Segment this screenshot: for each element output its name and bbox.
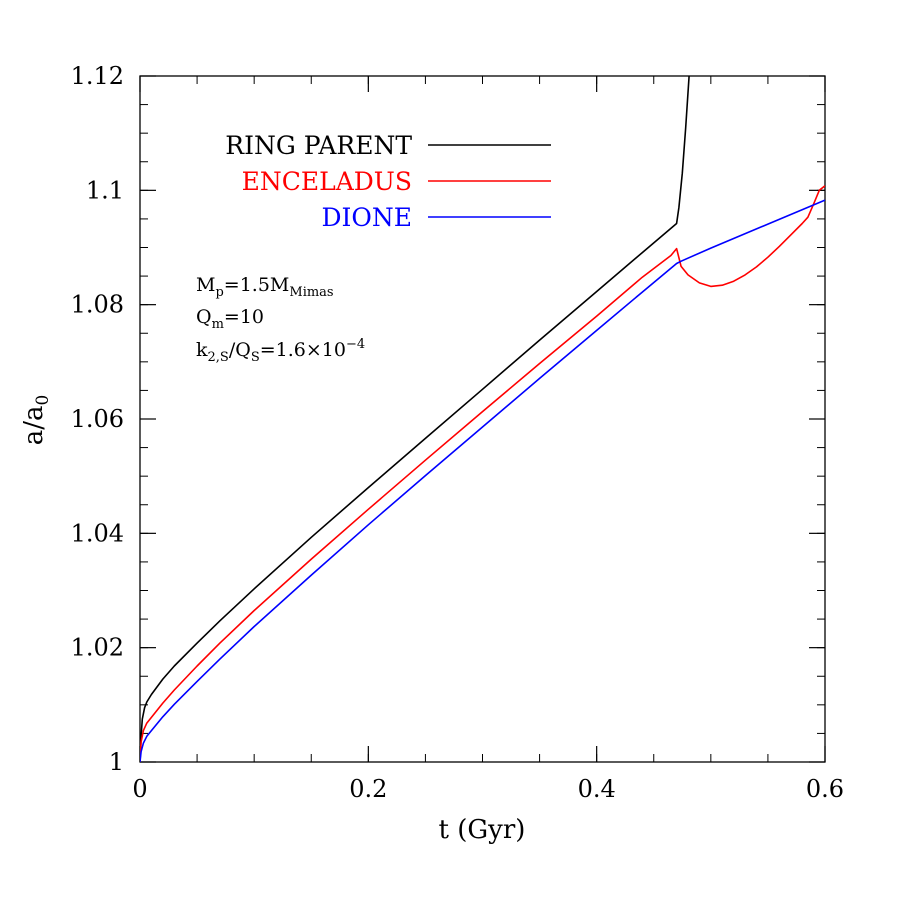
annotation-k2s: k2,S/QS=1.6×10−4 (196, 337, 365, 365)
y-axis-label: a/a0 (19, 395, 53, 446)
series-line-dione (140, 199, 825, 762)
y-tick-label: 1.08 (71, 291, 124, 319)
legend-label-ring-parent: RING PARENT (225, 131, 412, 160)
y-tick-label: 1 (109, 748, 124, 776)
y-axis-label-main: a/a (19, 406, 49, 446)
x-tick-label: 0.2 (349, 775, 387, 803)
series-lines (140, 76, 825, 762)
annotation-mass: Mp=1.5MMimas (196, 274, 334, 300)
x-tick-label: 0.6 (806, 775, 844, 803)
x-tick-label: 0 (132, 775, 147, 803)
y-tick-label: 1.12 (71, 62, 124, 90)
annotation-qm: Qm=10 (196, 306, 264, 332)
y-tick-label: 1.1 (86, 176, 124, 204)
tick-labels: 0 0.2 0.4 0.6 1 1.02 1.04 1.06 1.08 1.1 1.12 (71, 62, 845, 803)
x-axis-label: t (Gyr) (439, 815, 526, 845)
legend: RING PARENT ENCELADUS DIONE (225, 131, 551, 232)
y-axis-label-sub: 0 (33, 395, 53, 406)
axis-ticks (139, 75, 826, 763)
legend-label-dione: DIONE (321, 203, 412, 232)
series-line-ring-parent (140, 76, 690, 762)
x-tick-label: 0.4 (578, 775, 616, 803)
parameter-annotations: Mp=1.5MMimas Qm=10 k2,S/QS=1.6×10−4 (196, 274, 365, 365)
legend-label-enceladus: ENCELADUS (242, 167, 412, 196)
series-line-enceladus (140, 185, 825, 762)
y-tick-label: 1.02 (71, 634, 124, 662)
y-tick-label: 1.04 (71, 519, 124, 547)
y-tick-label: 1.06 (71, 405, 124, 433)
